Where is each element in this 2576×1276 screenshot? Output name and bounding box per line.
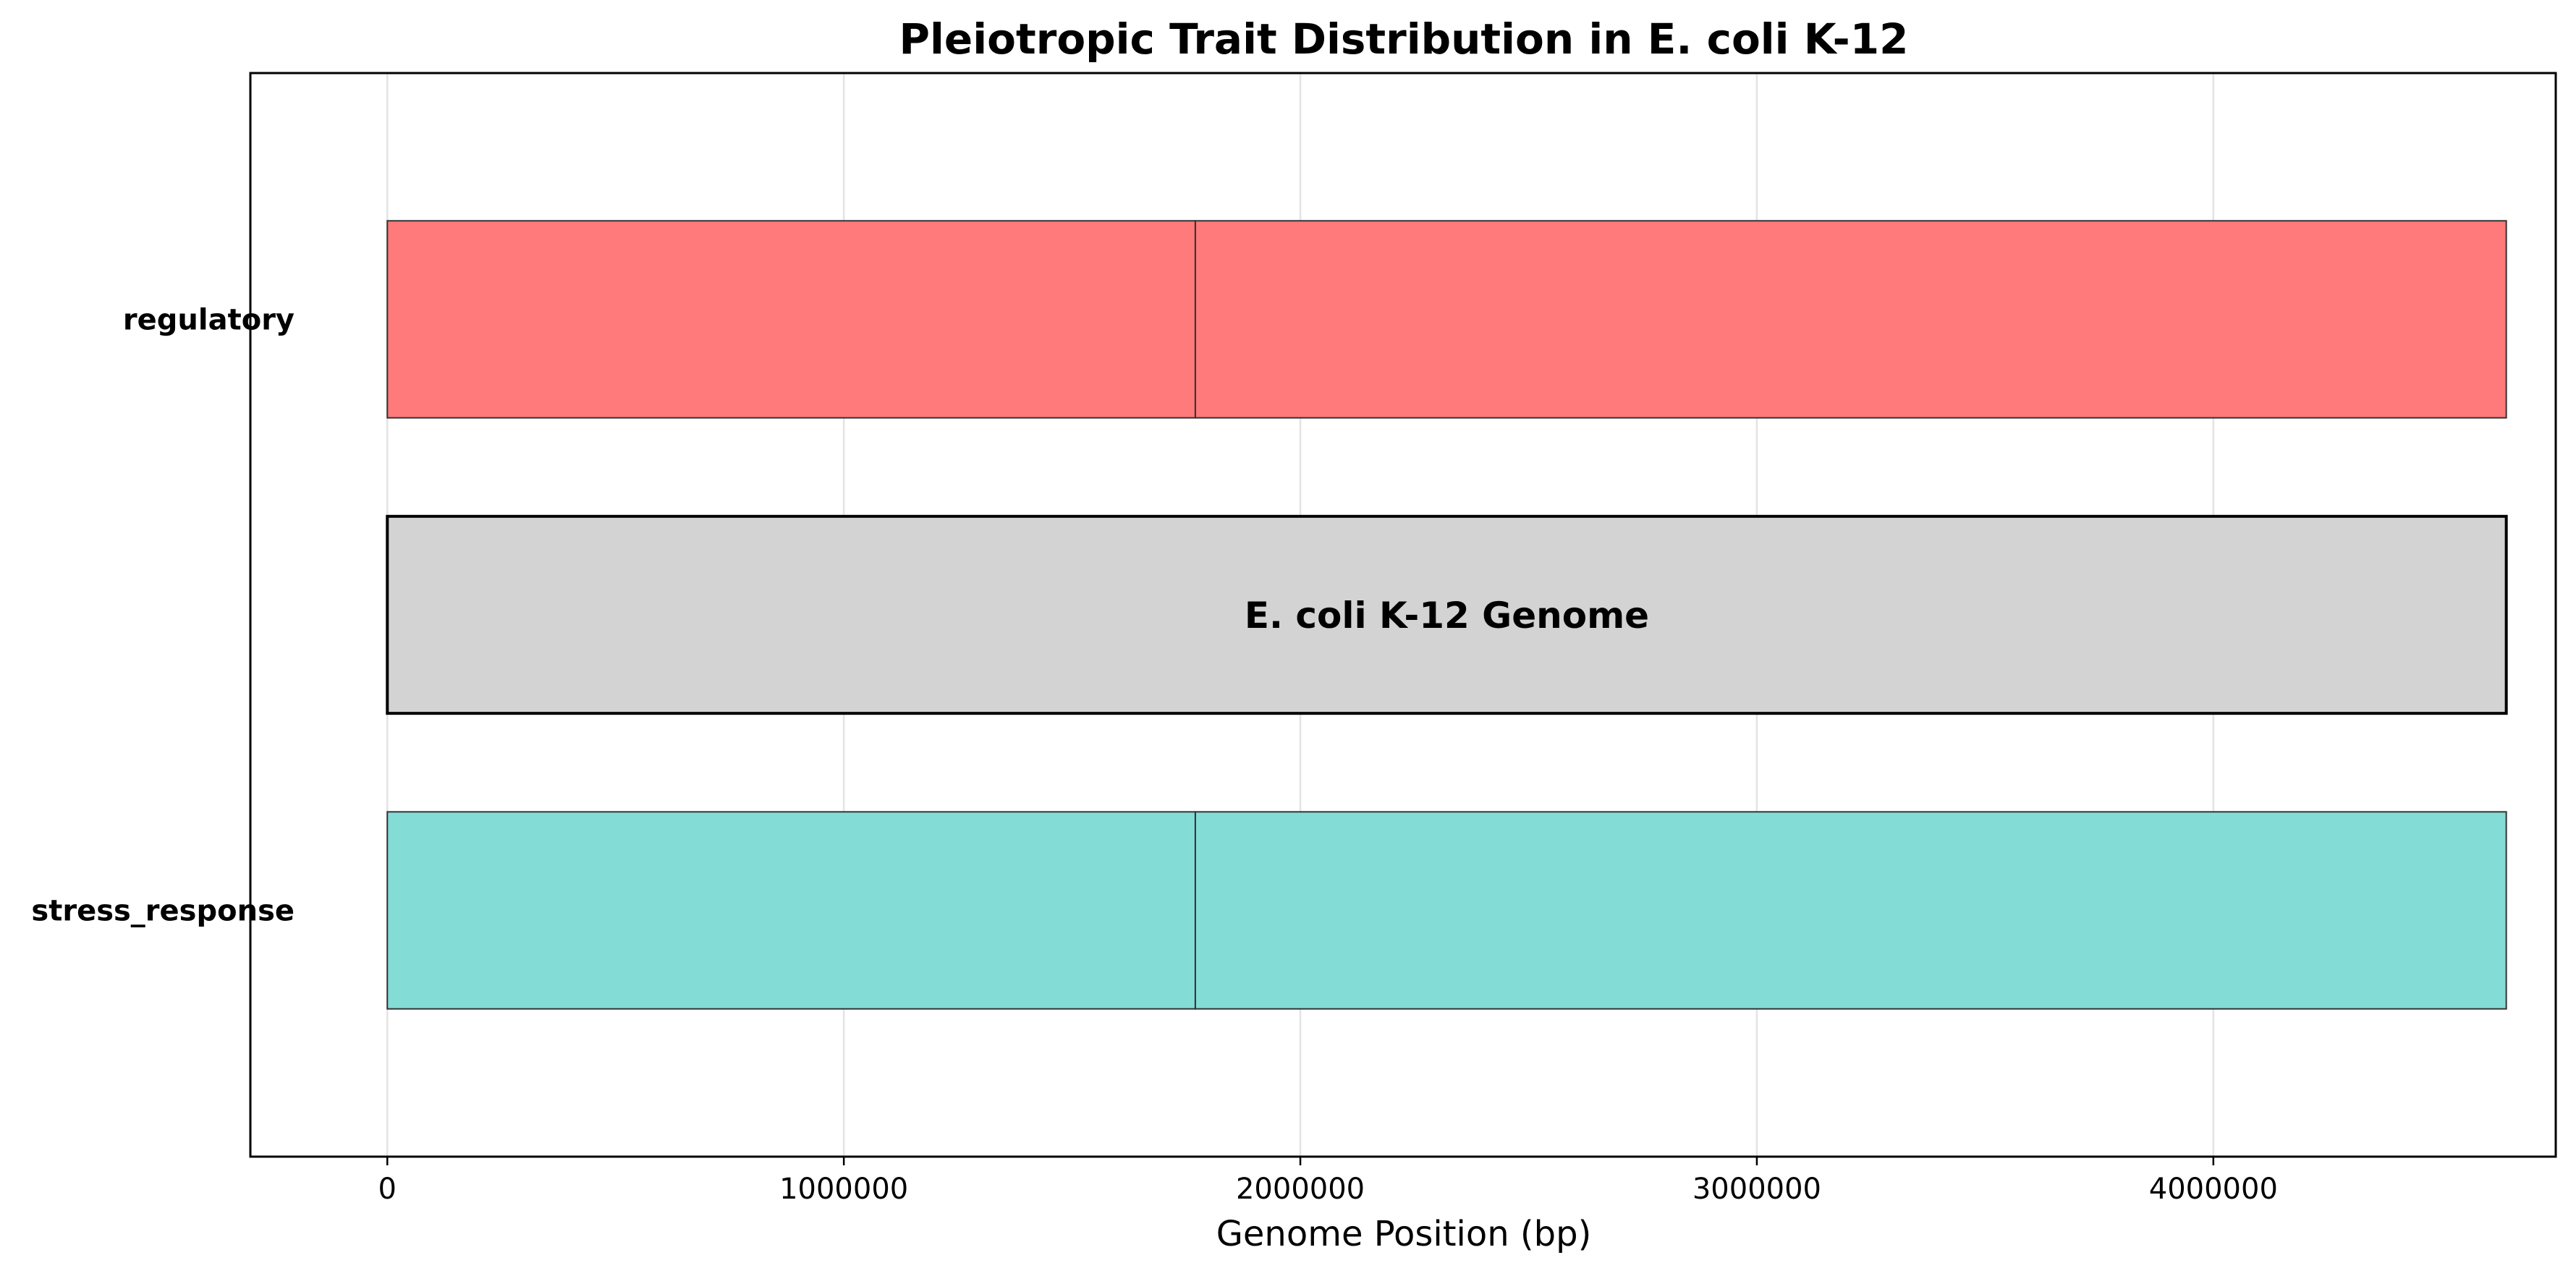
stress_response-bar-segment <box>1194 811 2507 1010</box>
x-tick-label: 1000000 <box>779 1173 908 1206</box>
plot-frame <box>249 72 2557 1158</box>
genome-bar-label: E. coli K-12 Genome <box>1245 595 1649 637</box>
y-tick-label-regulatory: regulatory <box>123 303 295 336</box>
regulatory-bar-segment <box>386 220 1196 419</box>
x-tick-label: 4000000 <box>2149 1173 2278 1206</box>
regulatory-bar-segment <box>1194 220 2507 419</box>
x-tick-label: 2000000 <box>1236 1173 1365 1206</box>
x-axis-label: Genome Position (bp) <box>1216 1214 1592 1254</box>
stress_response-bar-segment <box>386 811 1196 1010</box>
genome-bar-segment <box>386 514 2508 715</box>
chart-title: Pleiotropic Trait Distribution in E. col… <box>899 14 1909 64</box>
bars-layer: E. coli K-12 Genome <box>386 220 2508 1010</box>
ticks-layer: 0 1000000 2000000 3000000 4000000 regulatory s… <box>31 303 2278 1206</box>
x-tick-label: 0 <box>378 1173 397 1206</box>
x-tick-label: 3000000 <box>1692 1173 1821 1206</box>
y-tick-label-stress_response: stress_response <box>31 895 295 928</box>
